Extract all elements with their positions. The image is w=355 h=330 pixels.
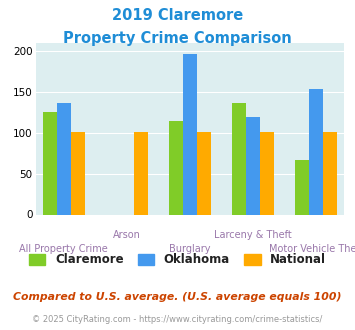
Bar: [169, 120, 183, 214]
Text: Burglary: Burglary: [169, 244, 211, 254]
Text: Property Crime Comparison: Property Crime Comparison: [63, 31, 292, 46]
Bar: [295, 160, 309, 214]
Bar: [197, 132, 211, 214]
Legend: Claremore, Oklahoma, National: Claremore, Oklahoma, National: [29, 253, 326, 266]
Text: Arson: Arson: [113, 230, 141, 240]
Text: All Property Crime: All Property Crime: [20, 244, 108, 254]
Bar: [134, 132, 148, 214]
Bar: [323, 132, 337, 214]
Bar: [183, 53, 197, 214]
Text: Larceny & Theft: Larceny & Theft: [214, 230, 292, 240]
Text: Compared to U.S. average. (U.S. average equals 100): Compared to U.S. average. (U.S. average …: [13, 292, 342, 302]
Bar: [57, 103, 71, 214]
Text: 2019 Claremore: 2019 Claremore: [112, 8, 243, 23]
Bar: [246, 117, 260, 214]
Bar: [232, 103, 246, 214]
Bar: [260, 132, 274, 214]
Bar: [43, 112, 57, 214]
Bar: [71, 132, 84, 214]
Text: © 2025 CityRating.com - https://www.cityrating.com/crime-statistics/: © 2025 CityRating.com - https://www.city…: [32, 315, 323, 324]
Bar: [309, 89, 323, 214]
Text: Motor Vehicle Theft: Motor Vehicle Theft: [269, 244, 355, 254]
